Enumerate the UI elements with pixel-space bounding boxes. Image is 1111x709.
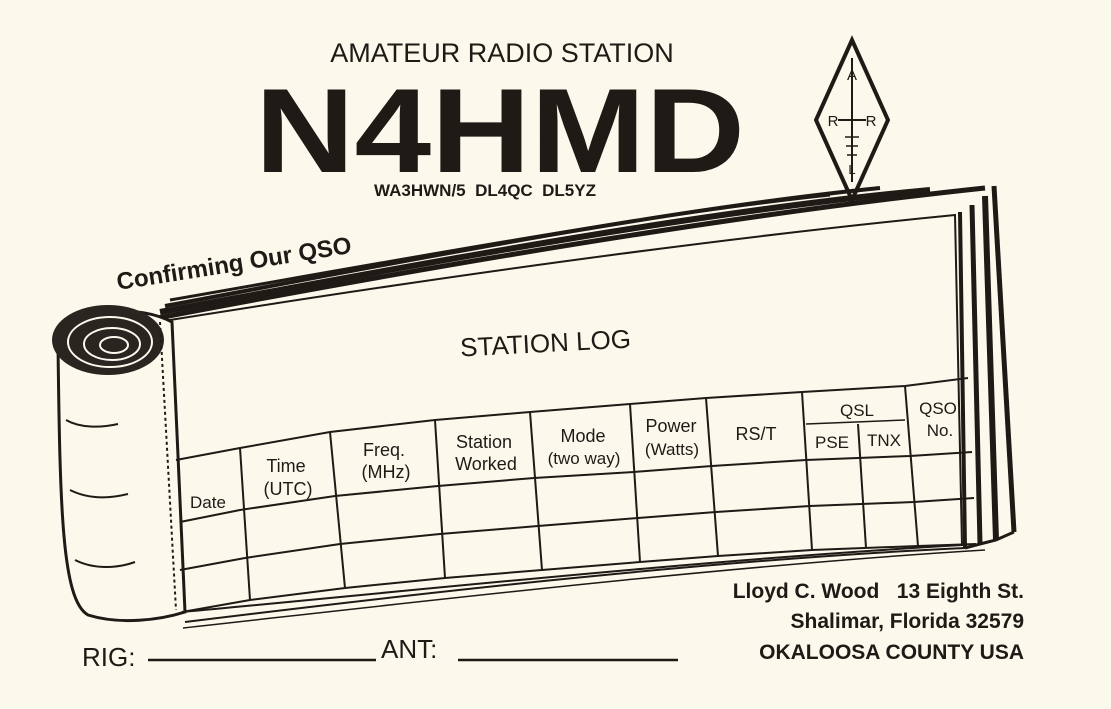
header-qsl-pse: PSE <box>815 433 849 452</box>
logo-letter: R <box>828 113 839 130</box>
logo-letter: L <box>848 162 855 177</box>
address-line-1: Lloyd C. Wood 13 Eighth St. <box>733 580 1024 603</box>
logo-letter: R <box>866 113 877 130</box>
header-qso: QSO <box>919 399 957 418</box>
header-qsl: QSL <box>840 401 874 420</box>
header-qsl-tnx: TNX <box>867 431 901 450</box>
header-time-unit: (UTC) <box>264 479 313 499</box>
header-rst: RS/T <box>735 424 776 444</box>
logo-letter: A <box>847 67 857 84</box>
header-station: Station <box>456 432 512 452</box>
logbook-page-stack <box>157 185 1017 629</box>
equipment-fields: RIG: ANT: <box>82 634 678 672</box>
address-block: Lloyd C. Wood 13 Eighth St. Shalimar, Fl… <box>733 580 1024 664</box>
header-mode: Mode <box>560 426 605 446</box>
header-power: Power <box>645 416 696 436</box>
header-time: Time <box>266 456 305 476</box>
header-power-unit: (Watts) <box>645 440 699 459</box>
ant-label: ANT: <box>381 634 437 664</box>
header-mode-type: (two way) <box>548 449 621 468</box>
callsign: N4HMD <box>255 64 745 198</box>
arrl-diamond-logo: A R R L <box>813 35 891 205</box>
header-date: Date <box>190 493 226 512</box>
station-heading: AMATEUR RADIO STATION <box>330 38 674 68</box>
address-line-3: OKALOOSA COUNTY USA <box>759 641 1024 664</box>
rig-label: RIG: <box>82 642 135 672</box>
other-callsigns: WA3HWN/5 DL4QC DL5YZ <box>374 181 596 200</box>
log-table-grid <box>175 377 977 613</box>
header-freq-unit: (MHz) <box>362 462 411 482</box>
header-freq: Freq. <box>363 440 405 460</box>
header-station-worked: Worked <box>455 454 517 474</box>
logbook-roll <box>52 305 187 623</box>
address-line-2: Shalimar, Florida 32579 <box>791 610 1024 633</box>
header-qso-number: No. <box>927 421 953 440</box>
log-table-headers: Date Time (UTC) Freq. (MHz) Station Work… <box>190 399 957 512</box>
